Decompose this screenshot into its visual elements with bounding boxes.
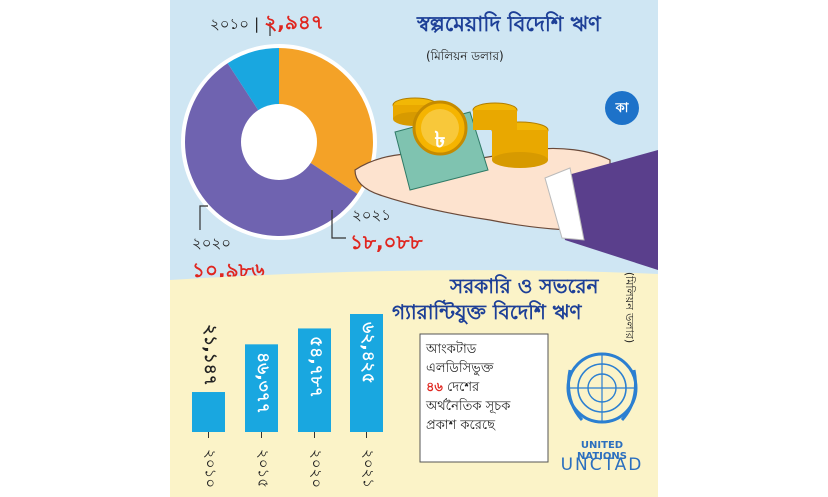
note-line3-rest: দেশের bbox=[442, 380, 480, 395]
note-box bbox=[419, 333, 549, 463]
bar-1 bbox=[245, 344, 278, 432]
infographic-card: ৳ কা স্বল্পমেয়াদি বিদেশি ঋণ (মিলিয়ন ডল… bbox=[170, 0, 658, 497]
leader-2020 bbox=[199, 205, 208, 230]
leader-2021 bbox=[331, 210, 346, 239]
bar-category-label: ২০১৫ bbox=[254, 449, 272, 488]
top-art bbox=[181, 22, 658, 270]
un-emblem-icon bbox=[566, 352, 638, 424]
year-2021: ২০২১ bbox=[352, 206, 391, 224]
bar-category-label: ২০১০ bbox=[201, 449, 219, 488]
bar-value-label: ৬২,৪২৫ bbox=[357, 322, 378, 384]
note-line2: এলডিসিভুক্ত bbox=[426, 361, 494, 376]
note-count: ৪৬ bbox=[426, 380, 443, 395]
logo-icon bbox=[605, 91, 639, 125]
bar-value-label: ৫৪,৭৮৭ bbox=[305, 336, 326, 399]
bottom-title-line1: সরকারি ও সভরেন bbox=[450, 274, 599, 298]
note-line3: ৪৬ দেশের bbox=[426, 378, 548, 397]
bar-value-label: ২১,১৪৭ bbox=[199, 324, 220, 386]
bar-2 bbox=[298, 328, 331, 432]
bottom-title-line2: গ্যারান্টিযুক্ত বিদেশি ঋণ bbox=[392, 300, 582, 324]
value-2021: ১৮,০৮৮ bbox=[350, 230, 423, 254]
bar-category-label: ২০২০ bbox=[307, 448, 325, 488]
bar-category-label: ২০২১ bbox=[359, 449, 377, 488]
taka-coin-icon bbox=[412, 100, 468, 156]
note-text: আংকটাড এলডিসিভুক্ত ৪৬ দেশের অর্থনৈতিক সূ… bbox=[426, 340, 548, 435]
note-line5: প্রকাশ করেছে bbox=[426, 418, 495, 433]
logo-letter: কা bbox=[615, 101, 629, 116]
bar-3 bbox=[350, 314, 383, 432]
bottom-art bbox=[170, 270, 658, 497]
label-2010: ২০১০ | ২,৯৪৭ bbox=[210, 8, 324, 41]
bar-0 bbox=[192, 392, 225, 432]
bottom-unit: (মিলিয়ন ডলার) bbox=[623, 271, 637, 344]
value-2010: ২,৯৪৭ bbox=[264, 10, 324, 34]
bar-value-label: ৪৬,৩৭৭ bbox=[252, 352, 273, 415]
taka-symbol: ৳ bbox=[434, 128, 446, 153]
unctad-label: UNCTAD bbox=[560, 455, 644, 475]
note-line1: আংকটাড bbox=[426, 342, 477, 357]
note-line4: অর্থনৈতিক সূচক bbox=[426, 399, 511, 414]
year-2010: ২০১০ bbox=[210, 15, 249, 33]
year-2020: ২০২০ bbox=[192, 234, 232, 252]
top-title: স্বল্পমেয়াদি বিদেশি ঋণ bbox=[417, 12, 601, 36]
top-unit: (মিলিয়ন ডলার) bbox=[426, 49, 504, 63]
donut-hole bbox=[241, 104, 317, 180]
un-label: UNITED NATIONS bbox=[577, 440, 627, 462]
bar-chart bbox=[192, 314, 383, 438]
separator: | bbox=[254, 15, 260, 33]
